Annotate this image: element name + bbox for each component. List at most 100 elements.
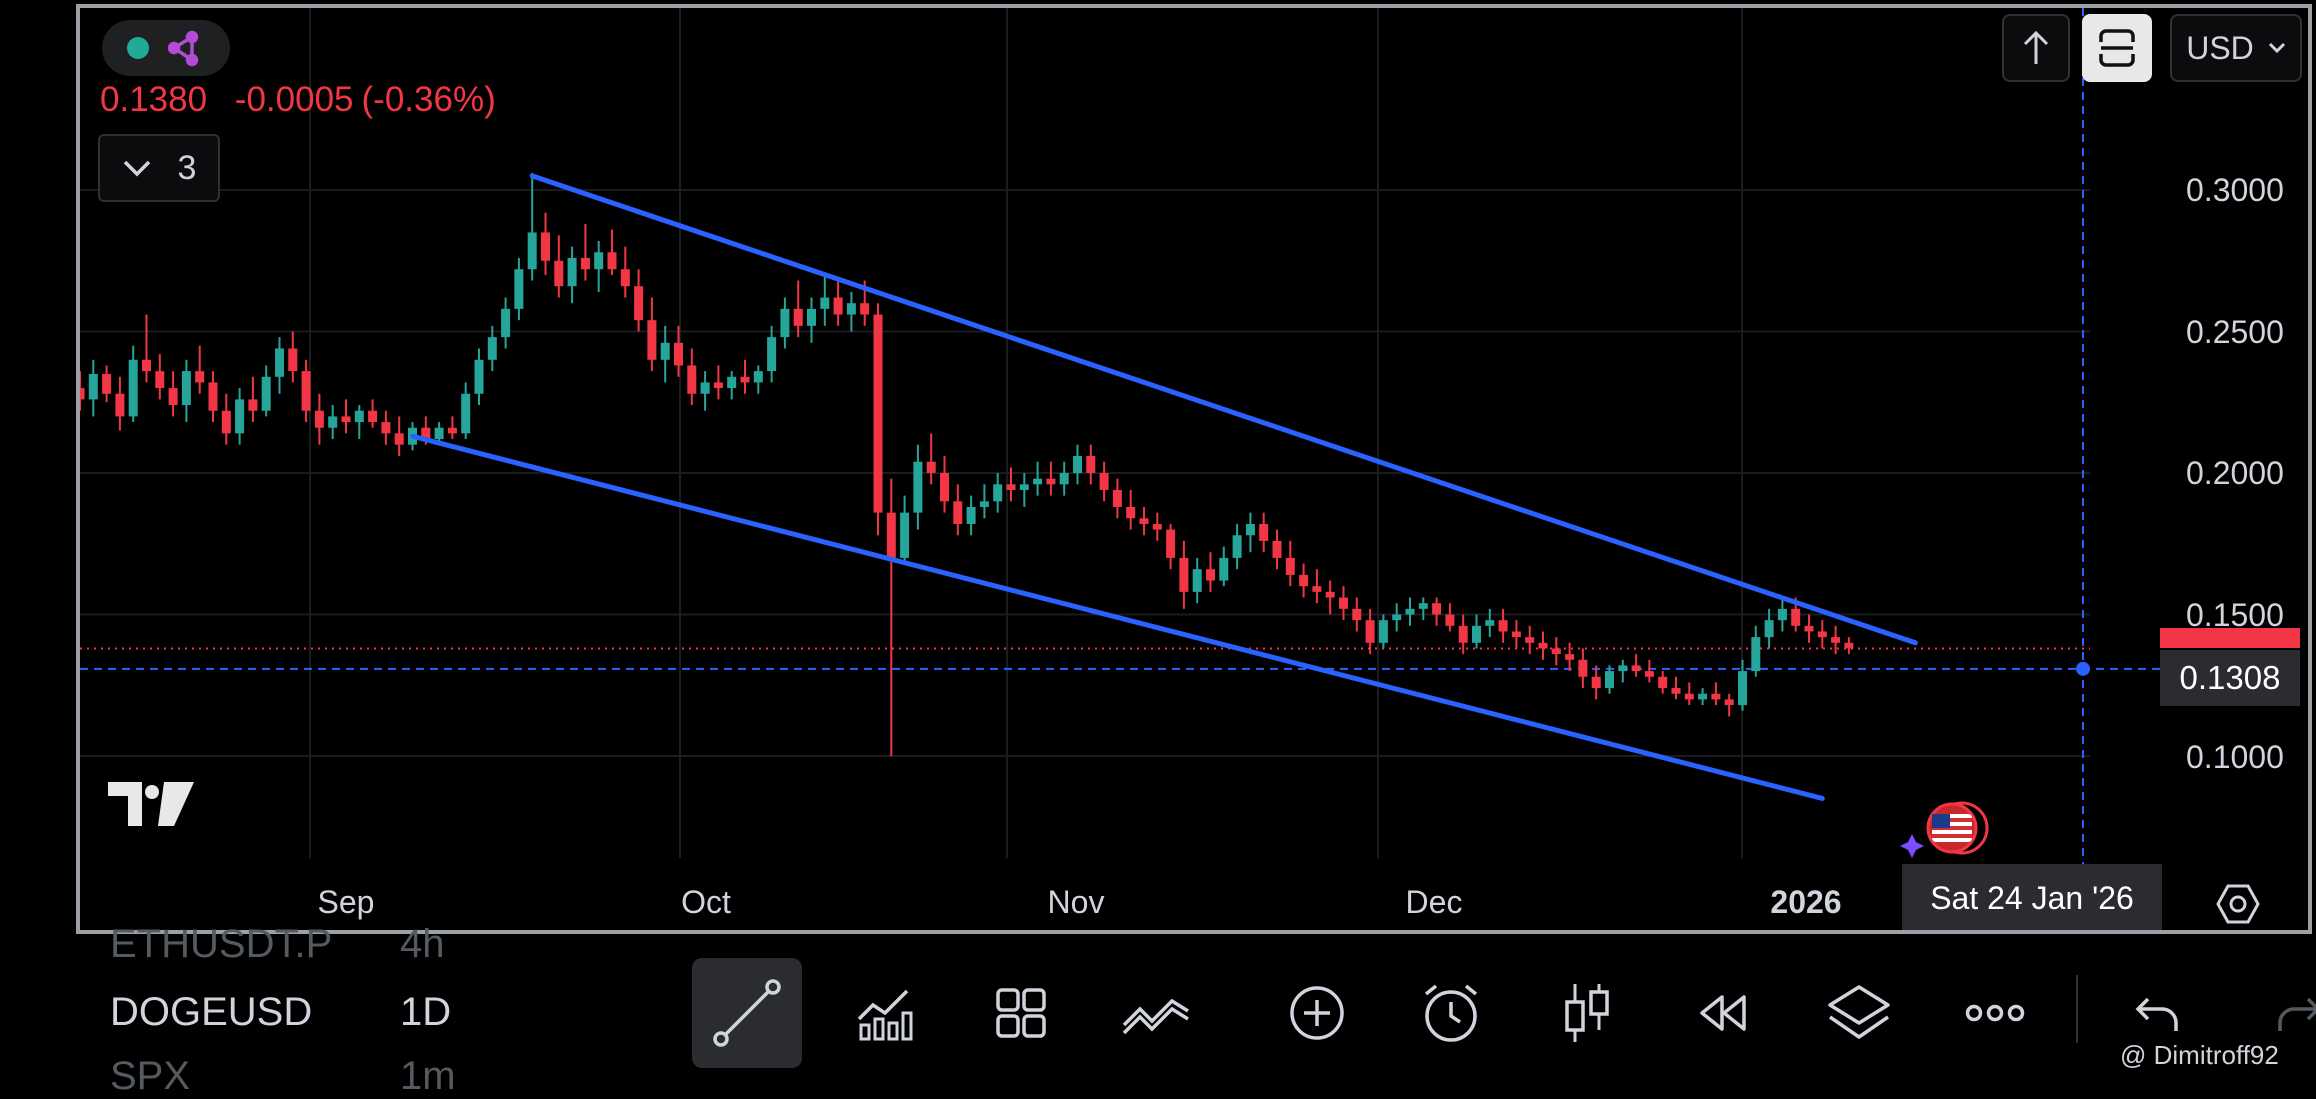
redo-icon: [2278, 997, 2316, 1031]
chart-frame[interactable]: 0.1380 -0.0005 (-0.36%) 3 USD 0.3000 0.25…: [76, 4, 2312, 934]
indicators-toggle-button[interactable]: 3: [98, 134, 220, 202]
candle-body: [1232, 535, 1242, 558]
candle-body: [1272, 540, 1282, 558]
candle-body: [1511, 631, 1521, 638]
active-symbol[interactable]: DOGEUSD: [110, 990, 313, 1034]
candle-body: [527, 232, 537, 270]
candle-body: [248, 399, 258, 411]
replay-button[interactable]: [1668, 958, 1778, 1068]
candle-body: [1631, 665, 1641, 672]
status-icons: [127, 30, 199, 67]
candle-body: [102, 373, 112, 394]
indicators-button[interactable]: [830, 958, 940, 1068]
layouts-button[interactable]: [966, 958, 1076, 1068]
alert-icon: [1424, 984, 1478, 1042]
undo-button[interactable]: [2102, 958, 2212, 1068]
candle-body: [1472, 625, 1481, 643]
candle-body: [1578, 659, 1588, 677]
symbol-status-pill[interactable]: [102, 20, 230, 76]
alert-button[interactable]: [1396, 958, 1506, 1068]
candle-body: [195, 371, 205, 383]
candle-body: [1445, 614, 1455, 626]
scroll-to-top-button[interactable]: [2002, 14, 2070, 82]
candle-body: [381, 422, 391, 434]
indicator-count: 3: [177, 148, 197, 187]
candle-body: [1605, 671, 1614, 689]
time-axis-label: 2026: [1770, 884, 1842, 920]
auto-fit-button[interactable]: [2082, 14, 2152, 82]
candle-body: [341, 416, 351, 423]
chart-type-button[interactable]: [1532, 958, 1642, 1068]
candle-body: [860, 303, 870, 315]
candle-body: [328, 416, 338, 428]
watchlist-symbol[interactable]: ETHUSDT.P: [110, 922, 333, 966]
crosshair-price-label: 0.1308: [2160, 650, 2300, 706]
price-axis-label: 0.2500: [2186, 314, 2284, 350]
indicators-icon: [857, 989, 913, 1041]
layers-button[interactable]: [1804, 958, 1914, 1068]
candle-body: [913, 461, 923, 513]
candle-body: [461, 393, 471, 434]
candle-body: [953, 501, 963, 524]
candle-body: [1365, 620, 1375, 643]
author-watermark: @ Dimitroff92: [2120, 1040, 2279, 1070]
candle-body: [80, 388, 85, 400]
candle-body: [993, 484, 1003, 502]
drawing-tools-icon: [1122, 998, 1189, 1035]
chart-settings-icon[interactable]: [2216, 882, 2260, 926]
more-button[interactable]: [1940, 958, 2050, 1068]
active-interval[interactable]: 1D: [400, 990, 452, 1034]
add-button[interactable]: [1262, 958, 1372, 1068]
candle-body: [660, 342, 670, 360]
candle-body: [421, 427, 431, 440]
candle-body: [1498, 620, 1508, 632]
candle-body: [288, 348, 298, 372]
candle-body: [940, 473, 949, 502]
candle-body: [1139, 518, 1149, 524]
candle-body: [634, 286, 644, 321]
candle-body: [1844, 642, 1854, 649]
us-economic-event-icon[interactable]: [1900, 798, 1990, 858]
candle-body: [1112, 489, 1122, 507]
candle-body: [1711, 693, 1721, 700]
last-price-marker: [2160, 628, 2300, 648]
price-axis-label: 0.1000: [2186, 739, 2284, 775]
chart-type-icon: [1565, 984, 1609, 1042]
trendline-tool-button[interactable]: [692, 958, 802, 1068]
currency-select[interactable]: USD: [2170, 14, 2302, 82]
candle-body: [1033, 478, 1043, 485]
candle-body: [155, 371, 165, 389]
candle-body: [966, 506, 976, 524]
candle-body: [753, 371, 763, 383]
candlestick-chart[interactable]: [80, 8, 2308, 930]
candle-body: [1791, 608, 1801, 626]
candle-body: [394, 433, 404, 445]
candle-body: [1339, 597, 1348, 609]
tradingview-logo: [108, 782, 194, 826]
candle-body: [501, 308, 511, 338]
candle-body: [886, 512, 896, 558]
candle-body: [1325, 591, 1335, 598]
candle-body: [1086, 456, 1096, 473]
candle-body: [846, 303, 856, 315]
candle-body: [1738, 671, 1747, 706]
candle-body: [727, 376, 737, 389]
fit-screen-icon: [2099, 29, 2135, 67]
candle-body: [607, 252, 617, 270]
candle-body: [275, 348, 284, 377]
candle-body: [1166, 529, 1176, 558]
redo-button[interactable]: [2238, 958, 2316, 1068]
candle-body: [1817, 631, 1827, 638]
candle-body: [1751, 637, 1761, 672]
drawing-tools-button[interactable]: [1102, 958, 1212, 1068]
candle-body: [1378, 620, 1388, 643]
toolbar-divider: [2076, 975, 2078, 1043]
candle-body: [261, 376, 271, 411]
watchlist-symbol[interactable]: SPX: [110, 1054, 191, 1098]
candle-body: [128, 359, 138, 417]
candle-body: [1671, 688, 1681, 694]
candle-body: [115, 393, 125, 417]
candle-body: [88, 373, 98, 400]
candle-body: [1059, 473, 1069, 485]
share-icon: [167, 30, 199, 67]
